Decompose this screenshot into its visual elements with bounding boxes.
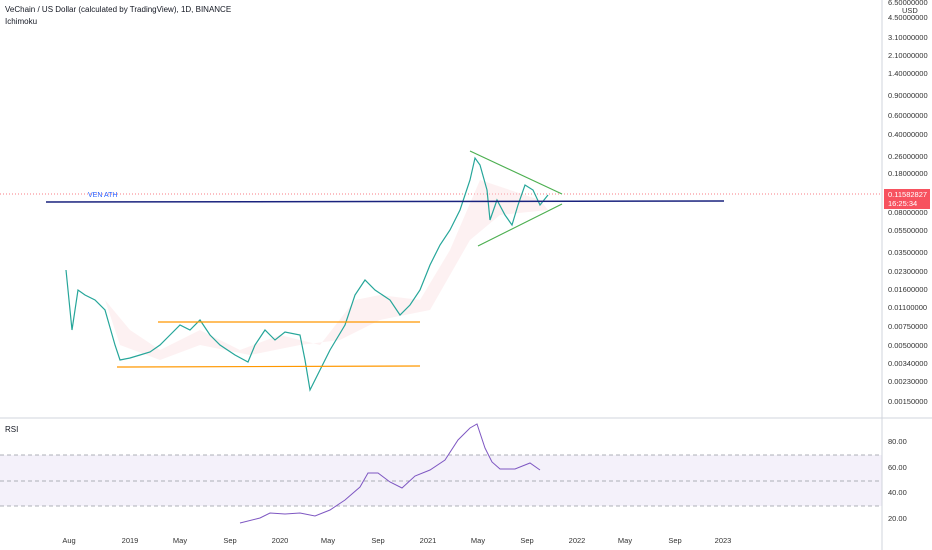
range-bottom bbox=[116, 365, 421, 368]
ven-ath-line bbox=[45, 200, 725, 203]
indicator-label: Ichimoku bbox=[5, 17, 37, 26]
price-label: 0.01600000 bbox=[888, 285, 928, 294]
annotation: VEN ATH bbox=[88, 192, 117, 199]
price-label: 0.00750000 bbox=[888, 322, 928, 331]
price-label: 0.90000000 bbox=[888, 91, 928, 100]
time-label: 2021 bbox=[420, 536, 437, 545]
price-label: 0.05500000 bbox=[888, 226, 928, 235]
time-label: Sep bbox=[520, 536, 533, 545]
rsi-line bbox=[239, 423, 541, 524]
currency: USD bbox=[902, 6, 918, 15]
price-label: 0.00150000 bbox=[888, 397, 928, 406]
price-label: 1.40000000 bbox=[888, 69, 928, 78]
price-label: 0.00230000 bbox=[888, 377, 928, 386]
triangle-bottom bbox=[477, 203, 563, 247]
time-label: May bbox=[321, 536, 335, 545]
rsi-band bbox=[0, 455, 882, 506]
price-badge bbox=[884, 189, 930, 209]
chart-title: VeChain / US Dollar (calculated by Tradi… bbox=[5, 5, 231, 14]
countdown: 16:25:34 bbox=[888, 199, 917, 208]
time-label: Sep bbox=[223, 536, 236, 545]
price-label: 0.26000000 bbox=[888, 152, 928, 161]
price-label: 0.00340000 bbox=[888, 359, 928, 368]
rsi-label: 80.00 bbox=[888, 437, 907, 446]
price-series bbox=[65, 156, 549, 392]
price-label: 6.50000000 bbox=[888, 0, 928, 7]
time-label: Aug bbox=[62, 536, 75, 545]
price-label: 2.10000000 bbox=[888, 51, 928, 60]
time-label: Sep bbox=[371, 536, 384, 545]
price-label: 4.50000000 bbox=[888, 13, 928, 22]
rsi-label: 40.00 bbox=[888, 488, 907, 497]
time-label: 2020 bbox=[272, 536, 289, 545]
price-label: 3.10000000 bbox=[888, 33, 928, 42]
price-label: 0.08000000 bbox=[888, 208, 928, 217]
price-label: 0.03500000 bbox=[888, 248, 928, 257]
rsi-label: 60.00 bbox=[888, 463, 907, 472]
rsi-label: 20.00 bbox=[888, 514, 907, 523]
rsi-title: RSI bbox=[5, 425, 18, 434]
time-label: 2022 bbox=[569, 536, 586, 545]
time-label: May bbox=[618, 536, 632, 545]
price-label: 0.18000000 bbox=[888, 169, 928, 178]
time-label: May bbox=[173, 536, 187, 545]
price-label: 0.02300000 bbox=[888, 267, 928, 276]
price-label: 0.00500000 bbox=[888, 341, 928, 350]
time-label: 2019 bbox=[122, 536, 139, 545]
triangle-top bbox=[469, 150, 563, 195]
time-label: 2023 bbox=[715, 536, 732, 545]
current-price: 0.11582827 bbox=[888, 190, 927, 199]
price-label: 0.01100000 bbox=[888, 303, 927, 312]
ichimoku-cloud bbox=[105, 180, 548, 360]
time-label: Sep bbox=[668, 536, 681, 545]
price-label: 0.60000000 bbox=[888, 111, 928, 120]
price-label: 0.40000000 bbox=[888, 130, 928, 139]
time-label: May bbox=[471, 536, 485, 545]
